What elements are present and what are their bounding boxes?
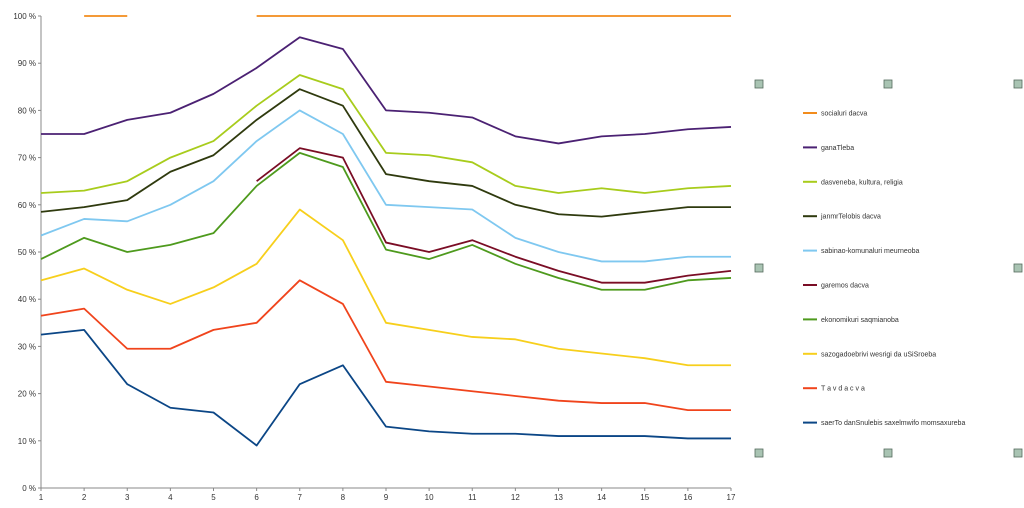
- legend-label-1: socialuri dacva: [821, 111, 867, 118]
- y-tick-label: 40 %: [18, 295, 36, 304]
- x-tick-label: 10: [425, 493, 434, 502]
- x-tick-label: 3: [125, 493, 130, 502]
- series-line-8: [40, 208, 731, 367]
- x-tick-label: 15: [640, 493, 649, 502]
- series-line-5: [40, 109, 731, 263]
- y-tick-label: 0 %: [22, 484, 36, 493]
- legend-label-3: dasveneba, kultura, religia: [821, 179, 903, 186]
- x-tick-label: 12: [511, 493, 520, 502]
- x-tick-label: 14: [597, 493, 606, 502]
- series-line-9: [40, 279, 731, 412]
- legend-label-10: saerTo danSnulebis saxelmwifo momsaxureb…: [821, 420, 965, 427]
- resize-handle[interactable]: [754, 448, 764, 458]
- resize-handle[interactable]: [883, 448, 893, 458]
- axes: 0 % 10 % 20 % 30 % 40 % 50 % 60 % 70 % 80 % 90 % 1…: [13, 12, 736, 502]
- series-layer: [40, 15, 732, 447]
- resize-handle[interactable]: [754, 263, 764, 273]
- x-tick-label: 13: [554, 493, 563, 502]
- x-tick-label: 6: [254, 493, 259, 502]
- series-line-10: [40, 328, 731, 447]
- resize-handle[interactable]: [1013, 448, 1023, 458]
- y-tick-label: 100 %: [13, 12, 36, 21]
- x-tick-label: 5: [211, 493, 216, 502]
- series-line-6: [256, 147, 732, 284]
- x-tick-label: 16: [683, 493, 692, 502]
- y-tick-label: 10 %: [18, 437, 36, 446]
- series-line-3: [40, 74, 732, 194]
- y-tick-label: 90 %: [18, 59, 36, 68]
- x-tick-label: 4: [168, 493, 173, 502]
- legend-label-5: sabinao-komunaluri meurneoba: [821, 248, 920, 255]
- y-tick-label: 60 %: [18, 201, 36, 210]
- x-tick-label: 9: [384, 493, 389, 502]
- x-tick-label: 17: [727, 493, 736, 502]
- y-tick-label: 80 %: [18, 106, 36, 115]
- selection-handles: [754, 79, 1023, 458]
- x-tick-label: 2: [82, 493, 87, 502]
- x-tick-label: 8: [341, 493, 346, 502]
- legend-label-9: T a v d a c v a: [821, 386, 865, 393]
- series-line-2: [41, 36, 732, 145]
- y-tick-label: 20 %: [18, 390, 36, 399]
- legend-label-7: ekonomikuri saqmianoba: [821, 317, 899, 324]
- x-tick-label: 11: [468, 493, 477, 502]
- resize-handle[interactable]: [883, 79, 893, 89]
- resize-handle[interactable]: [1013, 263, 1023, 273]
- resize-handle[interactable]: [1013, 79, 1023, 89]
- y-tick-label: 70 %: [18, 154, 36, 163]
- legend-label-6: garemos dacva: [821, 283, 869, 290]
- legend-label-2: ganaTleba: [821, 145, 854, 152]
- series-line-7: [40, 151, 732, 291]
- x-tick-label: 1: [39, 493, 44, 502]
- series-line-4: [40, 88, 731, 218]
- legend: socialuri dacva ganaTleba dasveneba, kultu…: [803, 111, 965, 427]
- legend-label-4: janmrTelobis dacva: [820, 214, 881, 221]
- x-tick-label: 7: [298, 493, 303, 502]
- resize-handle[interactable]: [754, 79, 764, 89]
- legend-label-8: sazogadoebrivi wesrigi da uSiSroeba: [821, 351, 936, 358]
- y-tick-label: 30 %: [18, 342, 36, 351]
- y-tick-label: 50 %: [18, 248, 36, 257]
